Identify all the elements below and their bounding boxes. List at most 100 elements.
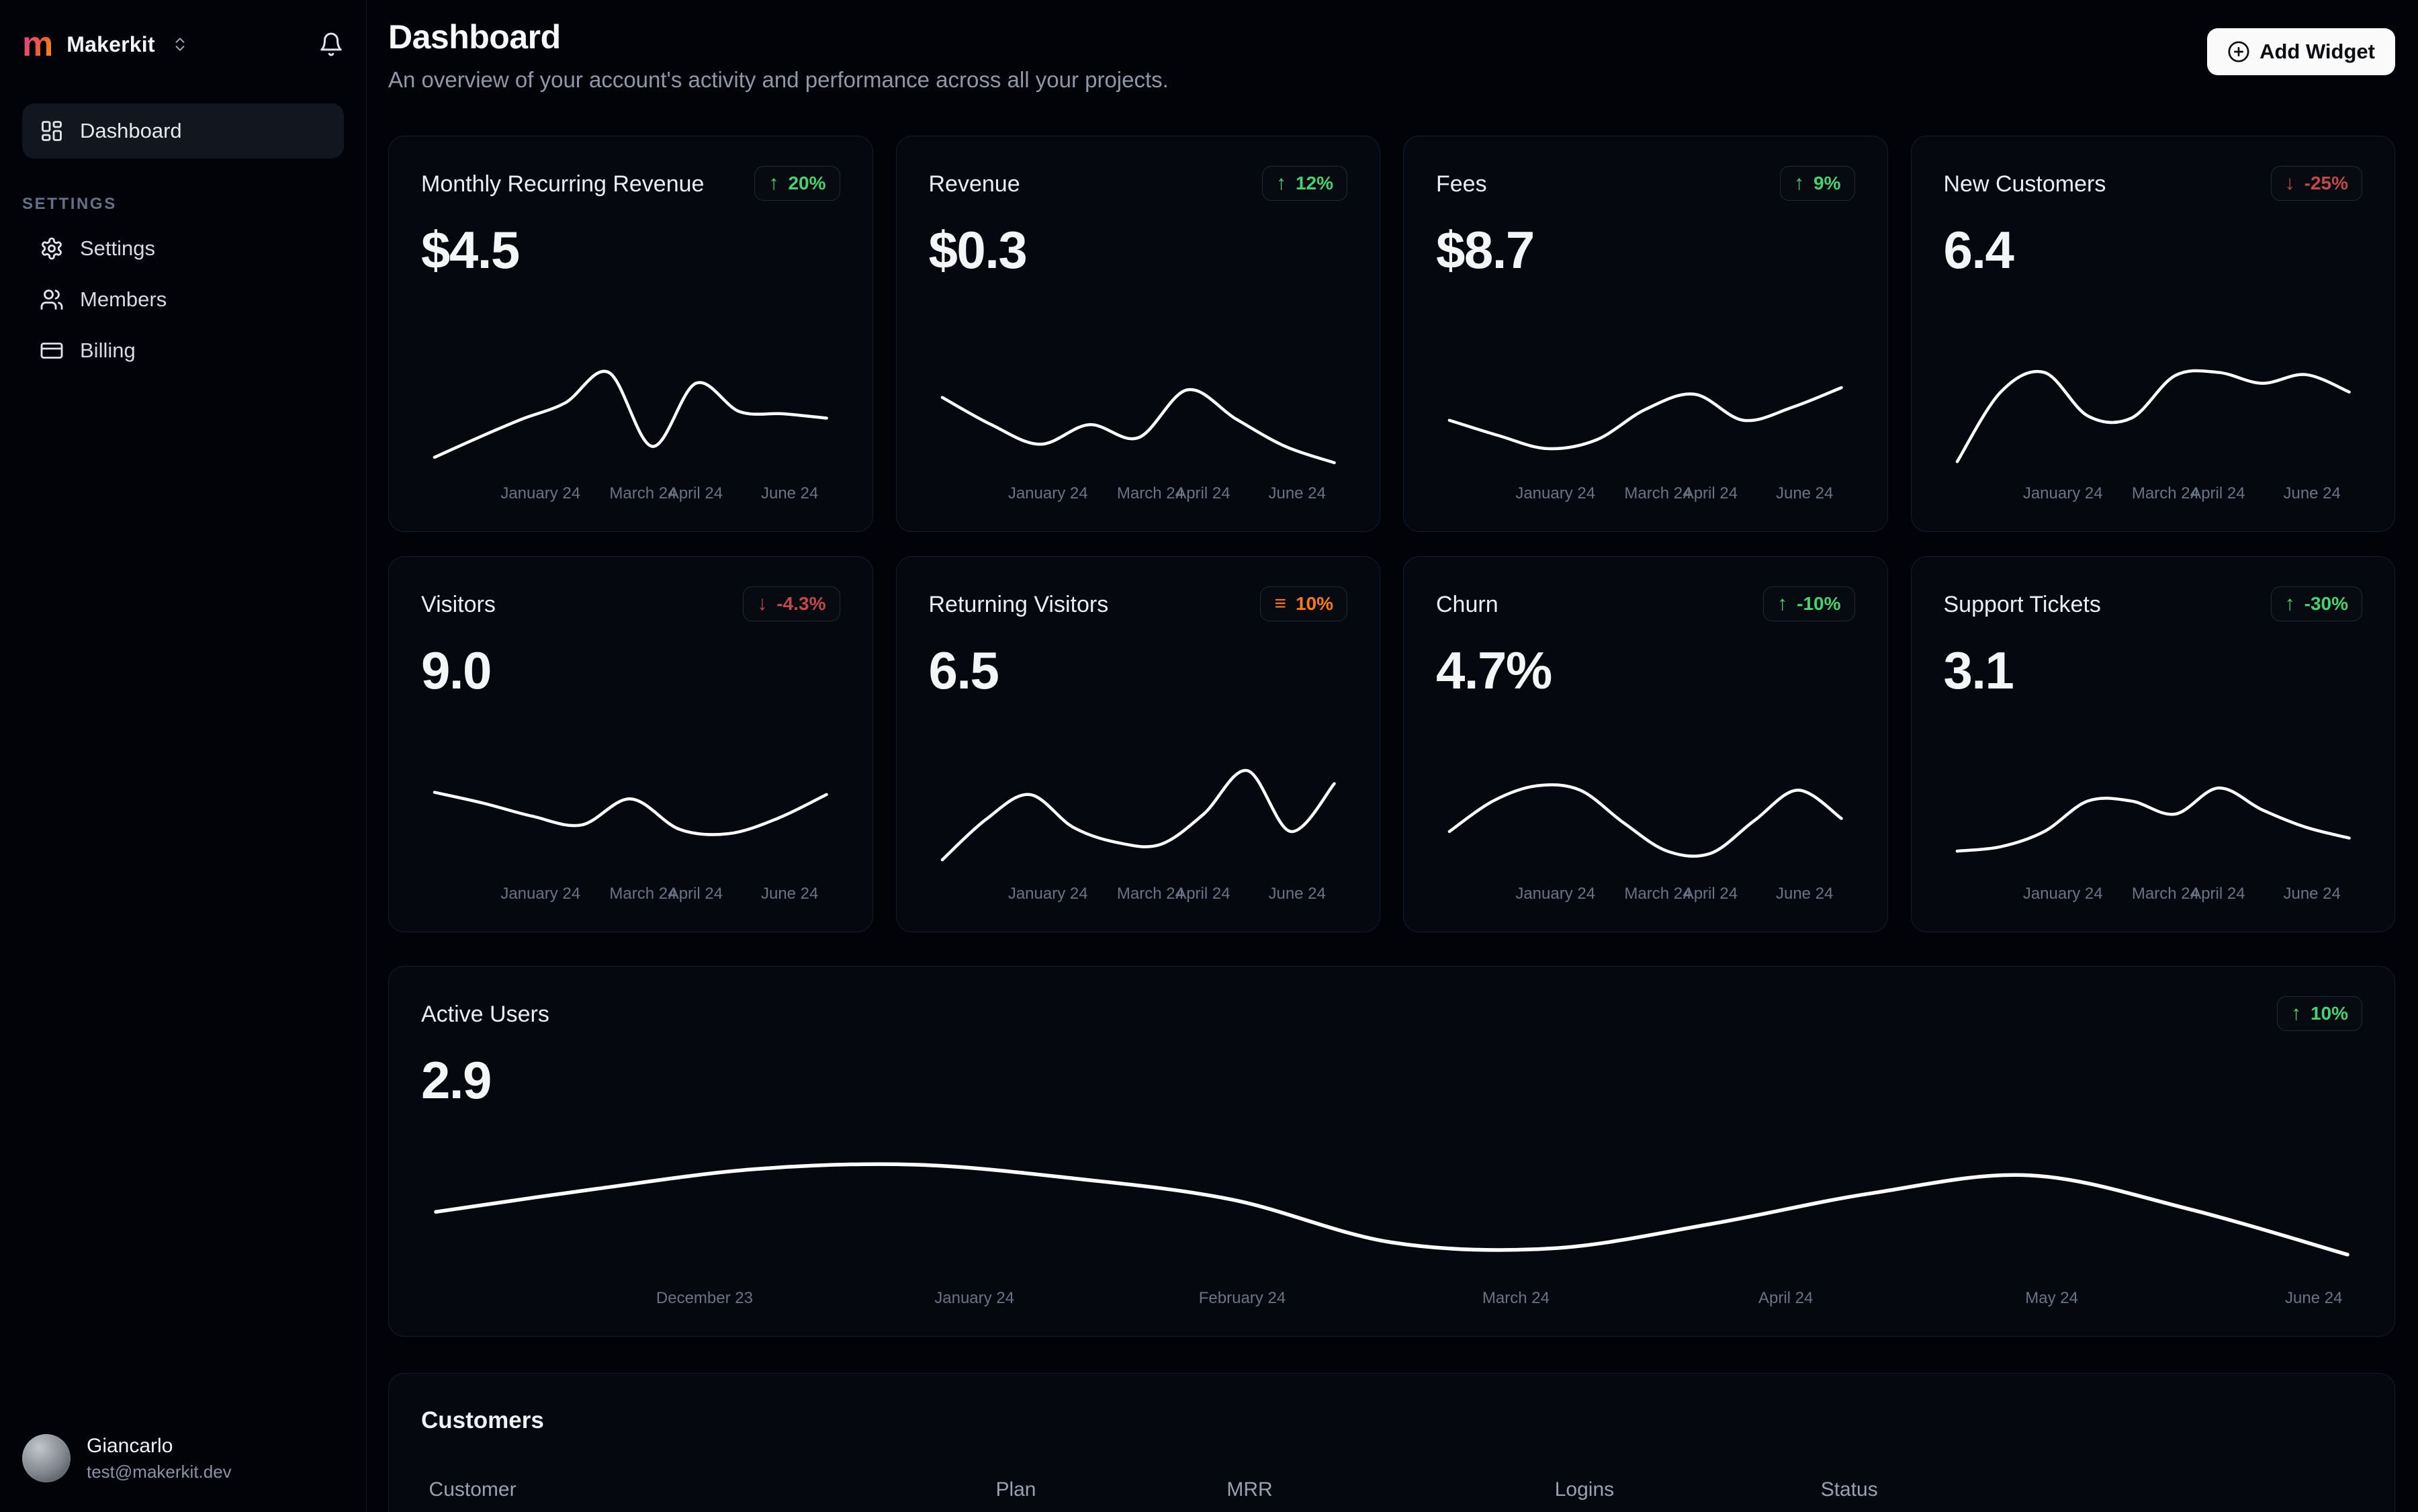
metric-value: $0.3 <box>928 220 1028 279</box>
metric-value: 4.7% <box>1436 641 1552 700</box>
axis-label: January 24 <box>2022 484 2103 502</box>
sparkline-chart <box>433 369 828 459</box>
trend-badge: ↑ -30% <box>2270 586 2362 621</box>
axis-label: January 24 <box>2022 885 2103 903</box>
metric-value: $4.5 <box>421 220 520 279</box>
sidebar-item-label: Billing <box>80 339 136 362</box>
metric-value: 6.4 <box>1943 220 2014 279</box>
axis-label: April 24 <box>1758 1289 1814 1307</box>
metric-value: 3.1 <box>1943 641 2014 700</box>
axis-label: April 24 <box>1683 484 1738 502</box>
x-axis-labels: January 24 March 24 April 24 June 24 <box>1436 885 1855 905</box>
metric-card-monthly-recurring-revenue: Monthly Recurring Revenue ↑ 20% $4.5 Janu… <box>388 136 873 532</box>
card-title: Revenue <box>928 171 1020 197</box>
axis-label: March 24 <box>1482 1289 1550 1307</box>
axis-label: March 24 <box>2131 885 2199 903</box>
x-axis-labels: January 24 March 24 April 24 June 24 <box>929 484 1348 504</box>
axis-label: April 24 <box>668 885 723 903</box>
axis-label: April 24 <box>2190 484 2245 502</box>
axis-label: December 23 <box>656 1289 753 1307</box>
axis-label: February 24 <box>1198 1289 1286 1307</box>
axis-label: June 24 <box>1775 885 1834 903</box>
workspace-switcher[interactable]: m Makerkit <box>22 27 344 62</box>
axis-label: January 24 <box>1008 885 1088 903</box>
trend-badge: ↑ -10% <box>1763 586 1855 621</box>
chart-area: January 24 March 24 April 24 June 24 <box>421 350 840 504</box>
add-widget-button[interactable]: Add Widget <box>2207 28 2395 75</box>
trend-value: 9% <box>1814 173 1841 193</box>
card-title: Returning Visitors <box>928 592 1109 617</box>
sparkline-chart <box>1955 369 2351 463</box>
sidebar-item-members[interactable]: Members <box>22 274 344 325</box>
axis-label: May 24 <box>2025 1289 2078 1307</box>
sidebar: m Makerkit Dashboard SETTINGS Settings M… <box>0 0 367 1512</box>
x-axis-labels: January 24 March 24 April 24 June 24 <box>421 484 840 504</box>
metric-value: 6.5 <box>928 641 999 700</box>
trend-badge: ↑ 9% <box>1780 166 1855 201</box>
trend-arrow-icon: ↑ <box>2290 1002 2301 1024</box>
trend-badge: ↓ -4.3% <box>743 586 840 621</box>
trend-value: -30% <box>2304 593 2348 614</box>
trend-value: -10% <box>1797 593 1841 614</box>
sparkline-chart <box>1447 783 1843 858</box>
metric-card-churn: Churn ↑ -10% 4.7% January 24 March 24 April… <box>1403 556 1888 932</box>
sidebar-item-dashboard[interactable]: Dashboard <box>22 103 344 159</box>
chart-area: December 23 January 24 February 24 March 24… <box>421 1111 2362 1309</box>
users-icon <box>40 290 63 310</box>
axis-label: March 24 <box>1624 885 1692 903</box>
axis-label: April 24 <box>2190 885 2245 903</box>
sidebar-item-settings[interactable]: Settings <box>22 223 344 274</box>
layout-dashboard-icon <box>42 121 62 141</box>
column-header-mrr: MRR <box>1226 1478 1273 1501</box>
chart-area: January 24 March 24 April 24 June 24 <box>1436 350 1855 504</box>
column-header-logins: Logins <box>1554 1478 1615 1501</box>
notifications-bell-icon[interactable] <box>318 32 344 57</box>
chevrons-up-down-icon[interactable] <box>171 36 189 53</box>
page-header: Dashboard An overview of your account's … <box>388 17 2395 93</box>
active-users-card: Active Users ↑ 10% 2.9 December 23 January… <box>388 966 2395 1337</box>
metric-card-returning-visitors: Returning Visitors ≡ 10% 6.5 January 24 Ma… <box>895 556 1380 932</box>
card-title: Fees <box>1436 171 1487 197</box>
axis-label: March 24 <box>609 484 677 502</box>
trend-arrow-icon: ↓ <box>757 592 768 615</box>
metric-value: 2.9 <box>421 1051 492 1110</box>
settings-section-label: SETTINGS <box>22 195 117 213</box>
axis-label: June 24 <box>2285 1289 2343 1307</box>
user-profile[interactable]: Giancarlo test@makerkit.dev <box>22 1434 344 1482</box>
gear-icon <box>42 237 62 260</box>
trend-arrow-icon: ↑ <box>2284 592 2295 615</box>
trend-arrow-icon: ↑ <box>1275 172 1286 194</box>
page-subtitle: An overview of your account's activity a… <box>388 67 1169 92</box>
customers-table-header: Customer Plan MRR Logins Status <box>421 1478 2362 1501</box>
trend-badge: ↓ -25% <box>2270 166 2362 201</box>
axis-label: June 24 <box>760 885 819 903</box>
page-title: Dashboard <box>388 18 561 56</box>
active-users-line-chart <box>434 1162 2349 1257</box>
metric-card-revenue: Revenue ↑ 12% $0.3 January 24 March 24 Apri… <box>895 136 1380 532</box>
chart-area: January 24 March 24 April 24 June 24 <box>1944 350 2363 504</box>
axis-label: January 24 <box>934 1289 1015 1307</box>
column-header-plan: Plan <box>995 1478 1036 1501</box>
x-axis-labels: December 23 January 24 February 24 March 24… <box>421 1289 2362 1309</box>
axis-label: January 24 <box>1515 484 1596 502</box>
metric-card-new-customers: New Customers ↓ -25% 6.4 January 24 March … <box>1910 136 2395 532</box>
sparkline-chart <box>940 768 1336 862</box>
axis-label: March 24 <box>609 885 677 903</box>
card-title: Monthly Recurring Revenue <box>421 171 705 197</box>
chart-area: January 24 March 24 April 24 June 24 <box>1944 750 2363 905</box>
axis-label: January 24 <box>500 484 581 502</box>
sidebar-item-label: Members <box>80 287 167 311</box>
axis-label: March 24 <box>2131 484 2199 502</box>
metric-card-support-tickets: Support Tickets ↑ -30% 3.1 January 24 Marc… <box>1910 556 2395 932</box>
axis-label: March 24 <box>1116 885 1184 903</box>
trend-arrow-icon: ↑ <box>1777 592 1788 615</box>
trend-neutral-icon: ≡ <box>1274 592 1286 615</box>
trend-value: 10% <box>1295 593 1333 614</box>
chart-area: January 24 March 24 April 24 June 24 <box>929 350 1348 504</box>
metric-value: 9.0 <box>421 641 492 700</box>
sidebar-item-billing[interactable]: Billing <box>22 325 344 376</box>
axis-label: June 24 <box>1775 484 1834 502</box>
axis-label: March 24 <box>1116 484 1184 502</box>
axis-label: March 24 <box>1624 484 1692 502</box>
